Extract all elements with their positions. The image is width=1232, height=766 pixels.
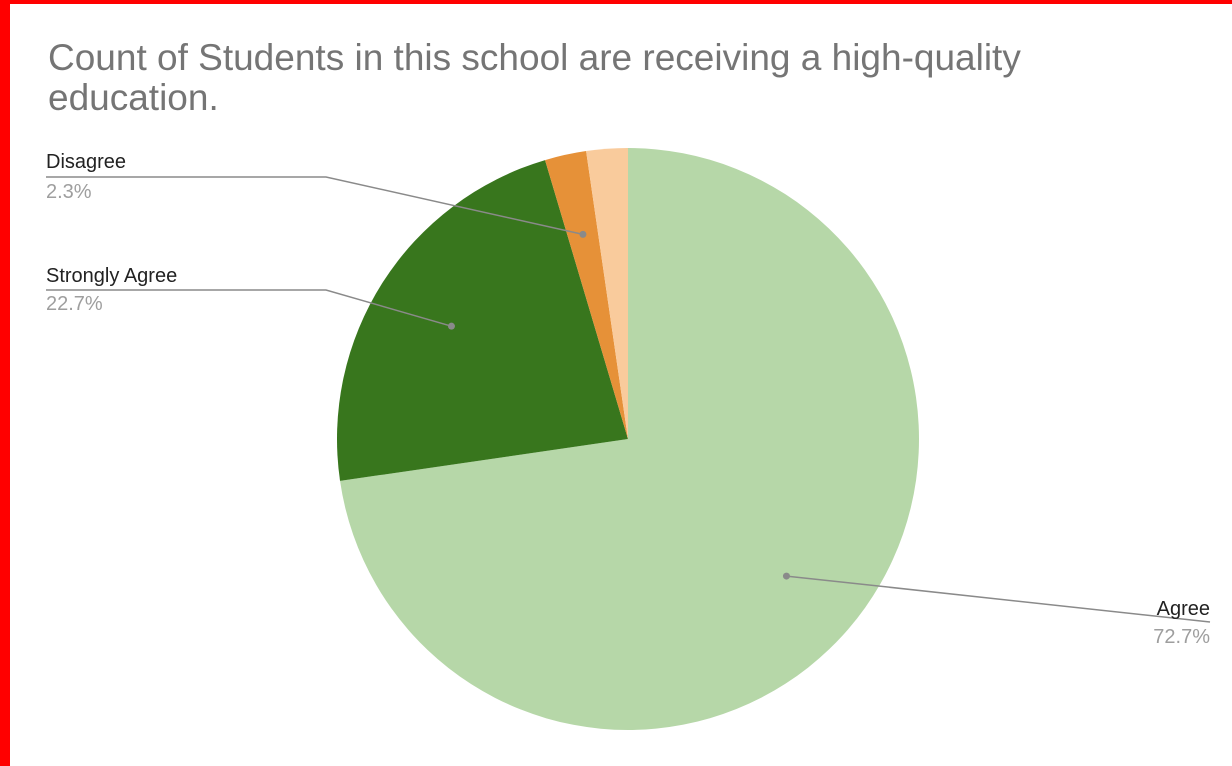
leader-dot-agree	[782, 572, 790, 580]
chart-title: Count of Students in this school are rec…	[48, 37, 1021, 118]
slice-label-disagree: Disagree	[46, 151, 126, 173]
pie-slices	[337, 148, 920, 730]
leader-line-disagree	[46, 176, 584, 236]
slice-label-strongly-agree: Strongly Agree	[46, 265, 177, 287]
pie-slice-strongly-agree	[337, 160, 628, 481]
pie-labels: Agree 72.7% Strongly Agree 22.7% Disagree 2.3…	[46, 151, 1210, 648]
pie-slice-segment-4	[586, 148, 628, 439]
slice-label-agree: Agree	[1157, 598, 1210, 620]
slice-percent-agree: 72.7%	[1153, 626, 1210, 648]
slice-percent-strongly-agree: 22.7%	[46, 293, 103, 315]
leader-line-strongly-agree	[46, 289, 452, 327]
pie-slice-agree	[340, 148, 920, 730]
leader-dot-strongly-agree	[447, 322, 455, 330]
leader-line-agree	[786, 575, 1211, 623]
slice-percent-disagree: 2.3%	[46, 181, 92, 203]
pie-slice-disagree	[545, 151, 628, 439]
leader-dot-disagree	[579, 230, 587, 238]
